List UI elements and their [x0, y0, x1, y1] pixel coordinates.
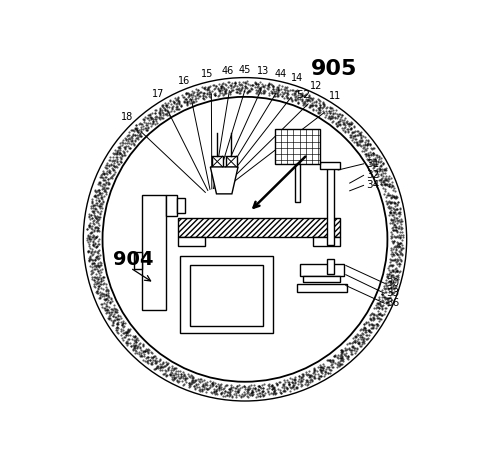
- Text: 905: 905: [311, 59, 358, 79]
- Text: 45: 45: [239, 65, 251, 75]
- Bar: [304, 276, 340, 283]
- Bar: [320, 162, 340, 169]
- Text: 13: 13: [257, 66, 269, 76]
- Bar: [134, 252, 142, 269]
- Text: 32: 32: [366, 170, 379, 180]
- Bar: [142, 195, 166, 310]
- Text: 34: 34: [366, 180, 379, 191]
- Bar: [180, 256, 272, 333]
- Text: 12: 12: [310, 81, 323, 91]
- Bar: [212, 156, 223, 167]
- Text: 31: 31: [366, 159, 379, 169]
- Text: 15: 15: [201, 69, 213, 79]
- Text: 44: 44: [274, 69, 286, 78]
- Bar: [300, 264, 344, 276]
- Bar: [326, 259, 334, 274]
- Text: 17: 17: [152, 89, 164, 99]
- Bar: [313, 237, 340, 246]
- Bar: [297, 284, 347, 292]
- Bar: [178, 218, 340, 237]
- Text: 46: 46: [221, 66, 233, 76]
- Bar: [190, 265, 263, 325]
- Text: 18: 18: [121, 113, 133, 122]
- Text: 16: 16: [178, 76, 190, 86]
- Text: 904: 904: [113, 250, 154, 269]
- Text: 36: 36: [386, 298, 399, 308]
- Text: 11: 11: [328, 91, 341, 101]
- Bar: [166, 195, 177, 216]
- Polygon shape: [210, 167, 238, 194]
- Bar: [177, 198, 185, 213]
- Bar: [178, 237, 205, 246]
- Bar: [295, 164, 300, 202]
- Text: 52: 52: [296, 91, 310, 100]
- Text: 30: 30: [386, 278, 399, 288]
- Text: 33: 33: [386, 288, 399, 298]
- Bar: [275, 129, 320, 164]
- Text: 14: 14: [291, 73, 304, 83]
- Bar: [226, 156, 237, 167]
- Bar: [326, 168, 334, 245]
